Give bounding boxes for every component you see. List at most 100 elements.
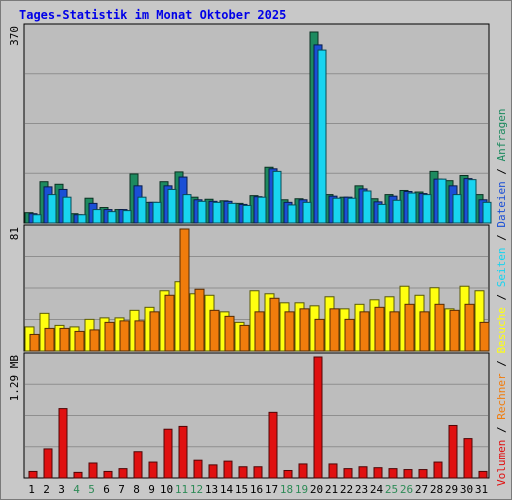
bar-seiten-day-15: [242, 204, 252, 224]
bar-rechner-day-19: [299, 308, 310, 352]
bar-volumen-day-18: [283, 469, 293, 479]
bar-volumen-day-21: [328, 463, 338, 479]
bar-seiten-day-19: [302, 201, 312, 224]
x-tick-label-day-20: 20: [310, 483, 323, 496]
bar-rechner-day-8: [134, 320, 145, 352]
requests-panel-ytick-label: 370: [8, 26, 21, 46]
bar-seiten-day-4: [77, 214, 87, 224]
x-tick-label-day-2: 2: [43, 483, 50, 496]
bar-volumen-day-24: [373, 467, 383, 479]
legend-separator: /: [495, 354, 508, 374]
x-tick-label-day-22: 22: [340, 483, 353, 496]
bar-volumen-day-20: [313, 356, 323, 479]
bar-seiten-day-11: [182, 194, 192, 224]
x-tick-label-day-7: 7: [118, 483, 125, 496]
bar-volumen-day-1: [28, 470, 38, 479]
bar-volumen-day-31: [478, 470, 488, 479]
bar-rechner-day-1: [29, 333, 40, 352]
bar-seiten-day-14: [227, 202, 237, 224]
bar-rechner-day-3: [59, 327, 70, 352]
bar-seiten-day-12: [197, 200, 207, 224]
bar-seiten-day-18: [287, 204, 297, 224]
bar-seiten-day-10: [167, 188, 177, 224]
legend-besuche: Besuche: [495, 307, 508, 353]
legend-separator: /: [495, 287, 508, 307]
bar-volumen-day-8: [133, 451, 143, 479]
bar-seiten-day-1: [32, 214, 42, 224]
visits-panel-ytick-label: 81: [8, 227, 21, 240]
bar-seiten-day-26: [407, 192, 417, 224]
x-tick-label-day-28: 28: [430, 483, 443, 496]
legend-separator: /: [495, 228, 508, 248]
bar-rechner-day-7: [119, 320, 130, 352]
x-tick-label-day-21: 21: [325, 483, 338, 496]
bar-rechner-day-5: [89, 329, 100, 352]
bar-rechner-day-22: [344, 318, 355, 352]
bar-rechner-day-9: [149, 311, 160, 352]
legend-rechner: Rechner: [495, 373, 508, 420]
bar-rechner-day-15: [239, 324, 250, 352]
x-tick-label-day-8: 8: [133, 483, 140, 496]
bar-volumen-day-5: [88, 462, 98, 479]
bar-seiten-day-5: [92, 209, 102, 224]
x-tick-label-day-25: 25: [385, 483, 398, 496]
bar-seiten-day-9: [152, 201, 162, 224]
bar-seiten-day-22: [347, 197, 357, 224]
x-tick-label-day-16: 16: [250, 483, 263, 496]
bar-volumen-day-6: [103, 470, 113, 479]
bar-rechner-day-21: [329, 308, 340, 352]
bar-rechner-day-28: [434, 303, 445, 352]
bar-rechner-day-2: [44, 327, 55, 352]
bar-rechner-day-24: [374, 306, 385, 352]
legend-seiten: Seiten: [495, 248, 508, 288]
bar-volumen-day-19: [298, 463, 308, 479]
x-tick-label-day-18: 18: [280, 483, 293, 496]
bar-seiten-day-3: [62, 196, 72, 224]
bar-seiten-day-29: [452, 194, 462, 224]
legend-dateien: Dateien: [495, 181, 508, 227]
bar-rechner-day-11: [179, 228, 190, 352]
x-tick-label-day-17: 17: [265, 483, 278, 496]
legend-separator: /: [495, 161, 508, 181]
x-tick-label-day-15: 15: [235, 483, 248, 496]
bar-volumen-day-30: [463, 438, 473, 479]
x-tick-label-day-12: 12: [190, 483, 203, 496]
bar-volumen-day-10: [163, 428, 173, 479]
x-tick-label-day-3: 3: [58, 483, 65, 496]
bar-seiten-day-25: [392, 199, 402, 224]
bar-seiten-day-27: [422, 194, 432, 224]
bar-seiten-day-8: [137, 196, 147, 224]
bar-seiten-day-31: [482, 201, 492, 224]
legend-volumen: Volumen: [495, 440, 508, 486]
bar-seiten-day-6: [107, 211, 117, 224]
bar-rechner-day-14: [224, 315, 235, 352]
bar-volumen-day-9: [148, 461, 158, 479]
bar-rechner-day-16: [254, 311, 265, 352]
bar-volumen-day-2: [43, 448, 53, 479]
x-tick-label-day-6: 6: [103, 483, 110, 496]
bar-rechner-day-10: [164, 294, 175, 352]
bar-rechner-day-25: [389, 311, 400, 352]
bar-seiten-day-20: [317, 49, 327, 224]
x-tick-label-day-26: 26: [400, 483, 413, 496]
x-tick-label-day-27: 27: [415, 483, 428, 496]
bar-rechner-day-4: [74, 330, 85, 352]
bar-rechner-day-30: [464, 303, 475, 352]
bar-volumen-day-17: [268, 411, 278, 479]
chart-title: Tages-Statistik im Monat Oktober 2025: [19, 8, 287, 22]
bar-volumen-day-27: [418, 469, 428, 479]
bar-rechner-day-20: [314, 318, 325, 352]
bar-volumen-day-3: [58, 408, 68, 479]
bar-seiten-day-17: [272, 170, 282, 224]
x-tick-label-day-24: 24: [370, 483, 384, 496]
x-tick-label-day-9: 9: [148, 483, 155, 496]
bar-volumen-day-25: [388, 468, 398, 479]
legend-separator: /: [495, 420, 508, 440]
bar-volumen-day-28: [433, 461, 443, 479]
bar-volumen-day-23: [358, 466, 368, 479]
x-tick-label-day-13: 13: [205, 483, 218, 496]
bar-volumen-day-12: [193, 459, 203, 479]
x-tick-label-day-23: 23: [355, 483, 368, 496]
bar-seiten-day-24: [377, 203, 387, 224]
bar-volumen-day-15: [238, 466, 248, 479]
